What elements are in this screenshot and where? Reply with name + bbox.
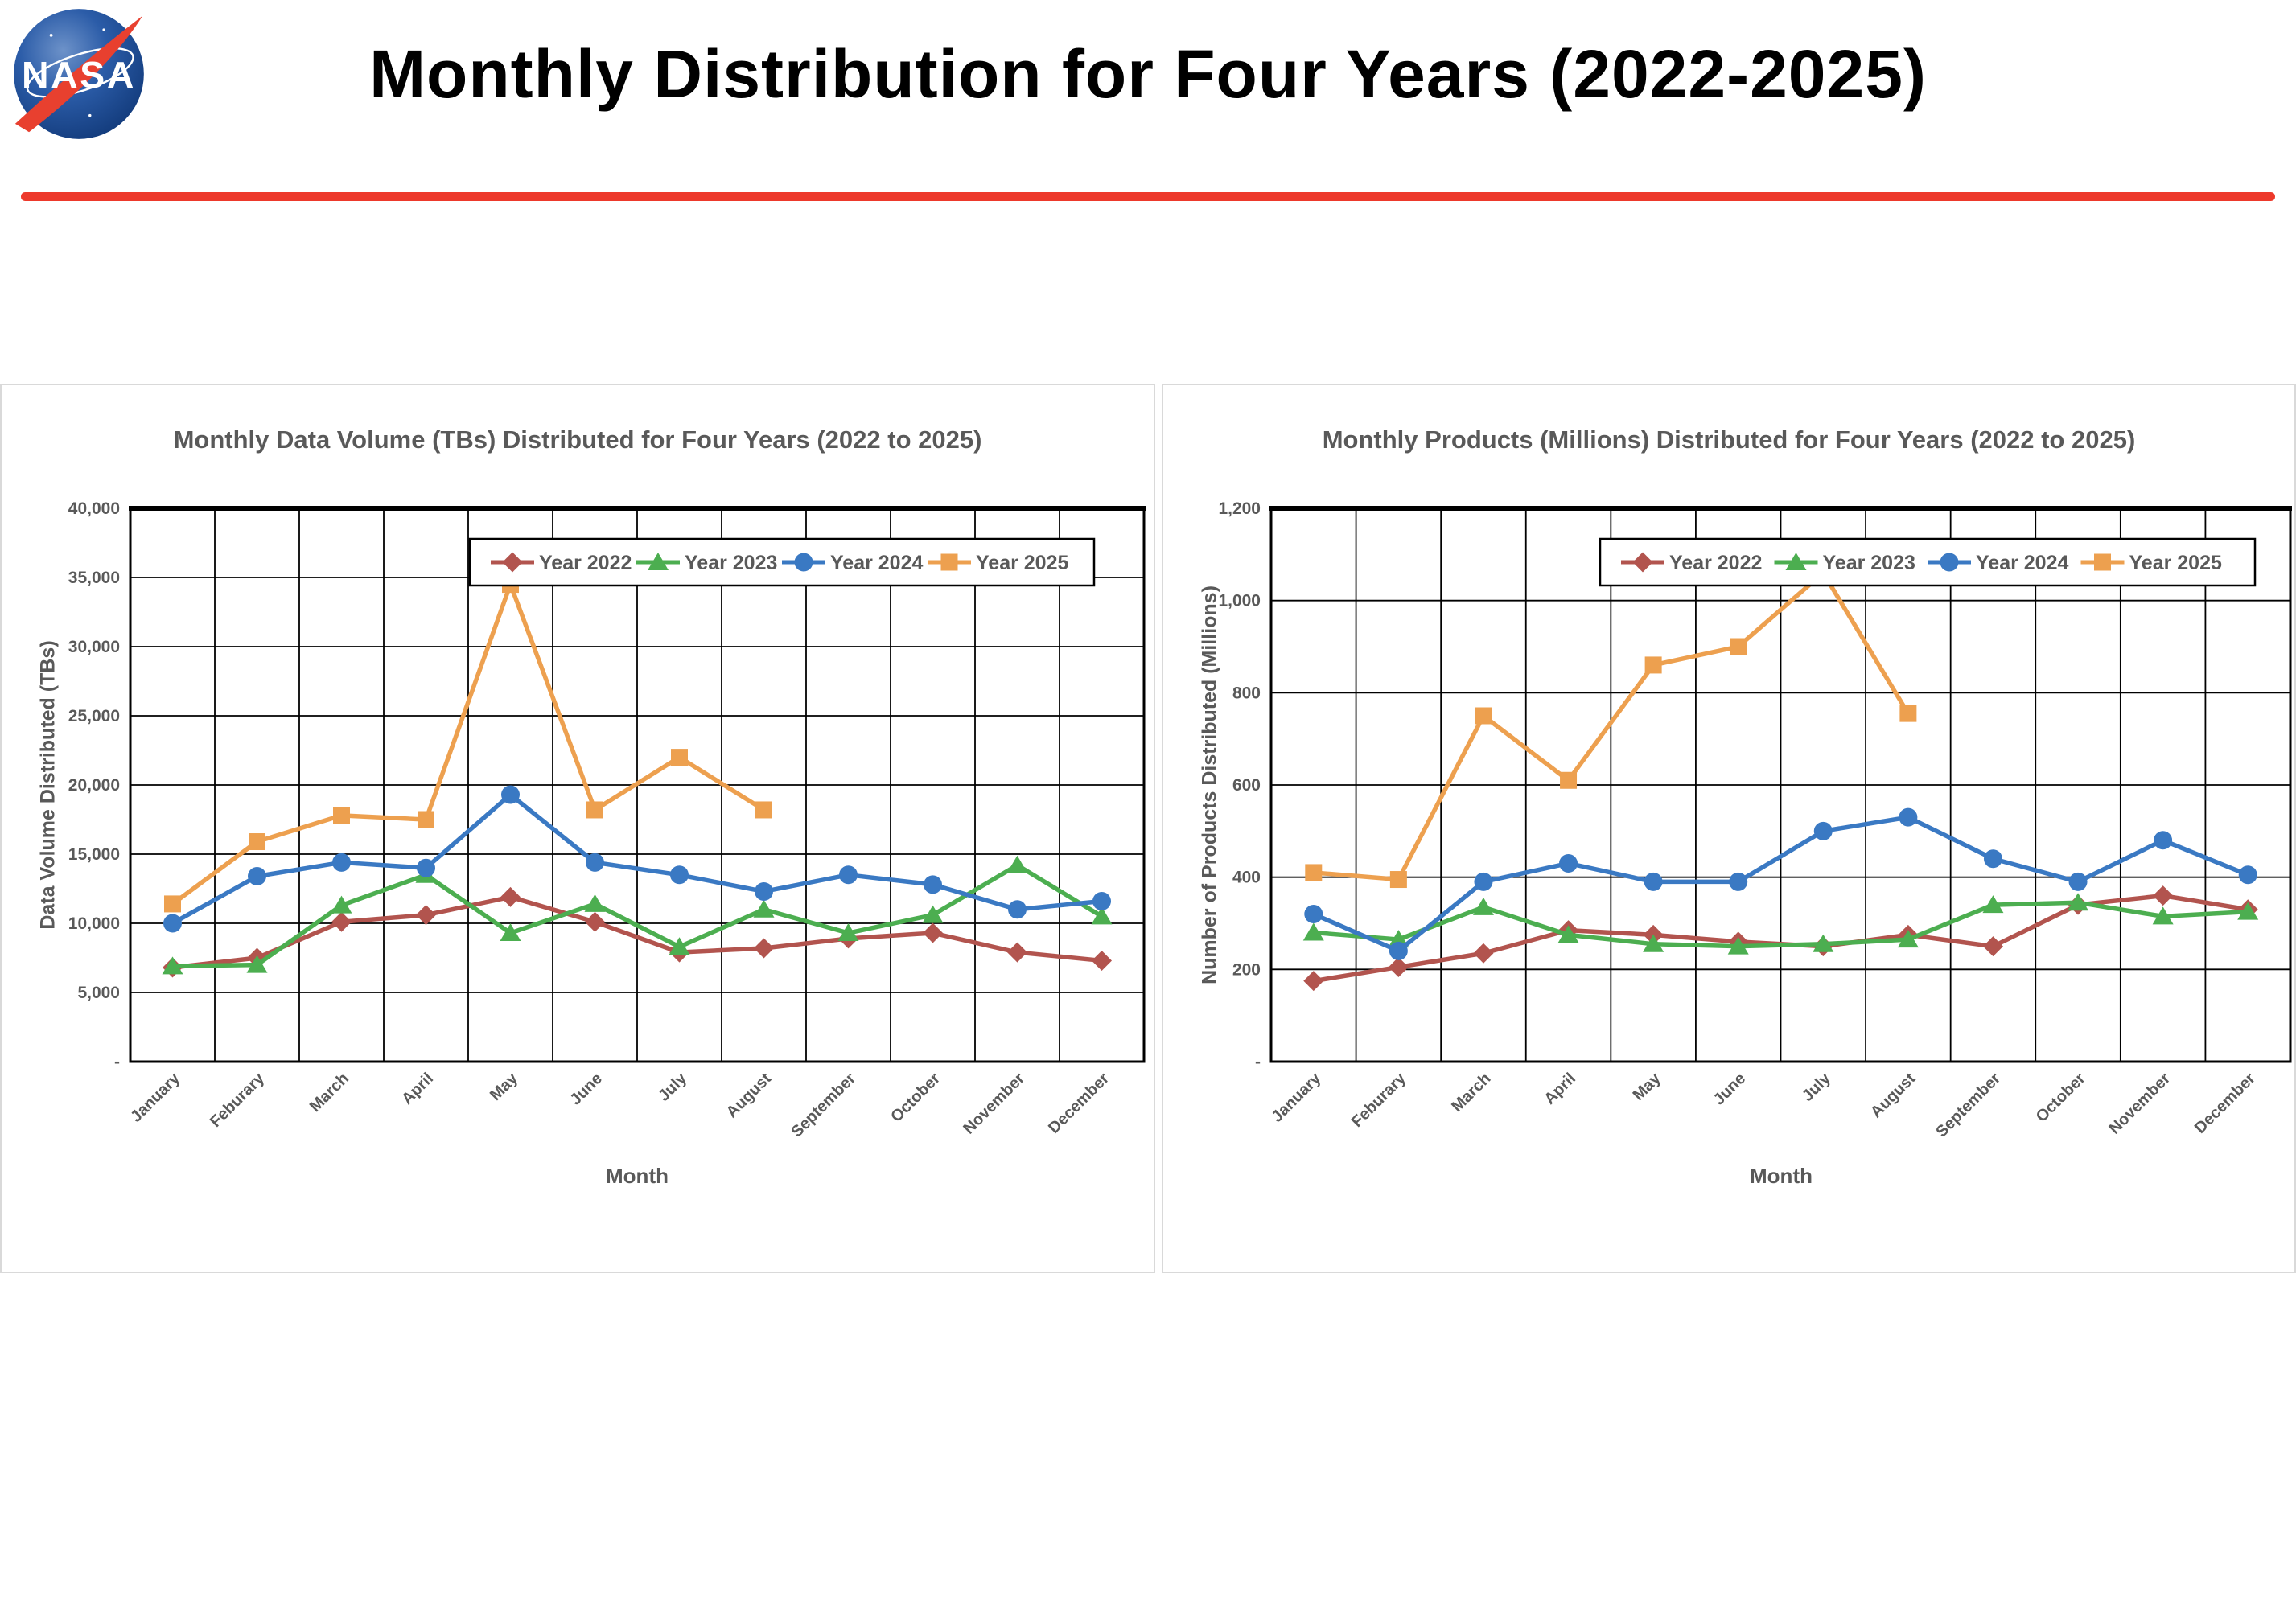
series-year-2024 xyxy=(163,785,1111,933)
gridlines xyxy=(1270,507,2291,1062)
legend-item-year-2025: Year 2025 xyxy=(928,552,1068,574)
legend-item-year-2022: Year 2022 xyxy=(491,552,632,574)
x-tick-label: August xyxy=(1867,1070,1920,1122)
x-tick-label: June xyxy=(566,1070,606,1109)
legend-label: Year 2023 xyxy=(1823,552,1915,574)
x-tick-label: May xyxy=(487,1069,522,1104)
nasa-logo: NASA xyxy=(14,9,144,139)
legend-item-year-2025: Year 2025 xyxy=(2080,552,2222,574)
legend-label: Year 2025 xyxy=(976,552,1068,574)
x-tick-label: March xyxy=(1448,1070,1494,1116)
products-chart-panel: Monthly Products (Millions) Distributed … xyxy=(1162,384,2296,1273)
y-tick-label: 35,000 xyxy=(68,569,120,587)
x-tick-label: Feburary xyxy=(207,1069,269,1131)
y-tick-label: - xyxy=(114,1053,120,1071)
x-tick-label: December xyxy=(1045,1070,1113,1137)
page-title: Monthly Distribution for Four Years (202… xyxy=(369,36,1927,112)
x-tick-label: March xyxy=(307,1070,352,1116)
logo-red-swoosh-icon xyxy=(14,15,143,133)
x-tick-label: April xyxy=(398,1070,437,1108)
chart-title: Monthly Data Volume (TBs) Distributed fo… xyxy=(173,425,982,454)
legend-label: Year 2025 xyxy=(2129,552,2222,574)
y-axis-ticks: - 5,000 10,000 15,000 20,000 25,000 30,000 35,0… xyxy=(68,499,120,1071)
x-tick-label: June xyxy=(1710,1070,1750,1109)
x-tick-label: April xyxy=(1541,1070,1579,1108)
series-year-2024 xyxy=(1304,807,2257,960)
legend-label: Year 2024 xyxy=(1976,552,2068,574)
y-tick-label: 600 xyxy=(1232,776,1261,795)
y-axis-ticks: - 200 400 600 800 1,000 1,200 xyxy=(1218,499,1261,1071)
x-tick-label: July xyxy=(1799,1069,1834,1104)
legend-item-year-2023: Year 2023 xyxy=(636,552,777,574)
y-tick-label: 20,000 xyxy=(68,776,120,795)
y-tick-label: 10,000 xyxy=(68,914,120,933)
legend-item-year-2024: Year 2024 xyxy=(1928,552,2068,574)
y-tick-label: 30,000 xyxy=(68,638,120,656)
y-tick-label: 5,000 xyxy=(77,984,120,1002)
logo-wordmark: NASA xyxy=(22,54,136,96)
data-volume-chart-svg: - 5,000 10,000 15,000 20,000 25,000 30,000 35,0… xyxy=(68,499,1146,1141)
y-tick-label: 800 xyxy=(1232,684,1261,702)
y-tick-label: 200 xyxy=(1232,960,1261,979)
chart-title: Monthly Products (Millions) Distributed … xyxy=(1322,425,2136,454)
legend-item-year-2023: Year 2023 xyxy=(1774,552,1915,574)
x-tick-label: October xyxy=(887,1070,944,1126)
x-tick-label: December xyxy=(2191,1070,2259,1137)
x-tick-label: November xyxy=(960,1070,1028,1138)
legend-label: Year 2023 xyxy=(685,552,777,574)
x-tick-label: January xyxy=(127,1069,183,1125)
red-divider-line xyxy=(21,192,2275,201)
x-tick-label: August xyxy=(723,1070,776,1122)
x-tick-label: May xyxy=(1630,1069,1665,1104)
x-axis-title: Month xyxy=(606,1164,669,1188)
y-tick-label: 1,200 xyxy=(1218,499,1261,518)
legend: Year 2022 Year 2023 Year 2024 Year 2025 xyxy=(468,537,1096,587)
legend-label: Year 2024 xyxy=(830,552,923,574)
x-tick-label: September xyxy=(1932,1070,2004,1141)
legend-label: Year 2022 xyxy=(1669,552,1762,574)
x-tick-label: January xyxy=(1269,1069,1325,1125)
y-tick-label: 400 xyxy=(1232,869,1261,887)
x-axis-title: Month xyxy=(1750,1164,1813,1188)
legend-item-year-2022: Year 2022 xyxy=(1621,552,1762,574)
x-tick-label: November xyxy=(2105,1070,2174,1138)
y-tick-label: 15,000 xyxy=(68,845,120,864)
legend-label: Year 2022 xyxy=(539,552,632,574)
x-tick-label: Feburary xyxy=(1348,1069,1410,1131)
x-tick-label: October xyxy=(2033,1070,2089,1126)
x-axis-ticks: January Feburary March April May June July Augu… xyxy=(127,1069,1113,1140)
data-volume-chart-panel: Monthly Data Volume (TBs) Distributed fo… xyxy=(0,384,1155,1273)
x-tick-label: September xyxy=(788,1070,859,1141)
series-year-2023 xyxy=(1302,893,2259,955)
y-tick-label: 25,000 xyxy=(68,707,120,725)
x-tick-label: July xyxy=(655,1069,690,1104)
legend-item-year-2024: Year 2024 xyxy=(782,552,923,574)
y-tick-label: 1,000 xyxy=(1218,592,1261,610)
legend: Year 2022 Year 2023 Year 2024 Year 2025 xyxy=(1599,537,2257,587)
y-tick-label: - xyxy=(1255,1053,1261,1071)
y-tick-label: 40,000 xyxy=(68,499,120,518)
logo-orbit-icon xyxy=(26,47,134,98)
x-axis-ticks: January Feburary March April May June July Augu… xyxy=(1269,1069,2259,1140)
products-chart-svg: - 200 400 600 800 1,000 1,200 January Feburary Ma… xyxy=(1218,499,2292,1141)
